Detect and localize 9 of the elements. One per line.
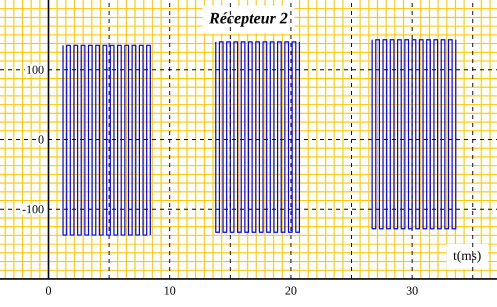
- x-tick-label: 20: [285, 286, 296, 295]
- x-tick-label: 30: [406, 286, 418, 295]
- x-axis-title: t(ms): [453, 250, 481, 263]
- y-tick-label: -100: [22, 205, 44, 214]
- y-tick-label: 0: [38, 135, 44, 144]
- y-tick-label: 100: [27, 66, 44, 74]
- x-tick-label: 0: [46, 286, 52, 295]
- x-tick-label: 10: [164, 286, 176, 295]
- text: Récepteur 2: [209, 12, 288, 27]
